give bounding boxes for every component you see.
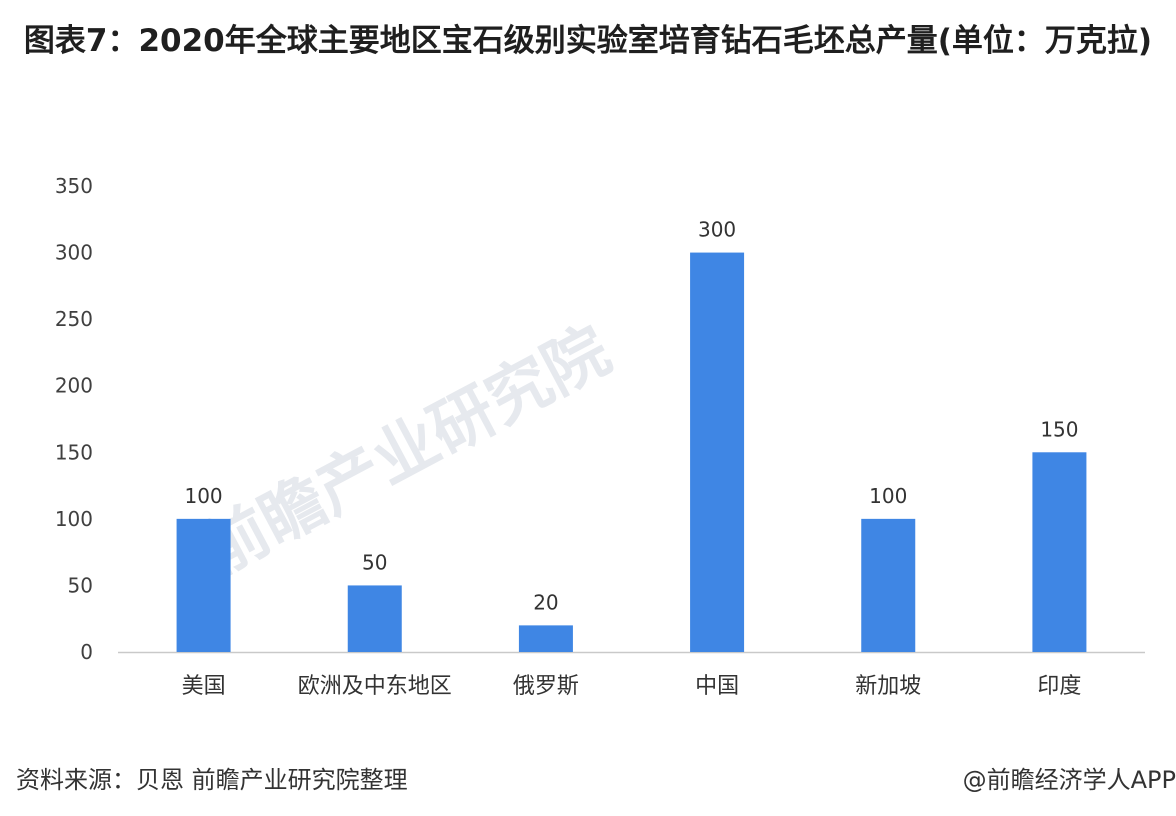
x-tick-label: 印度 xyxy=(1037,674,1081,699)
x-tick-label: 欧洲及中东地区 xyxy=(298,674,452,699)
y-tick-label: 350 xyxy=(55,174,93,198)
bar xyxy=(347,585,402,652)
source-note: 资料来源：贝恩 前瞻产业研究院整理 xyxy=(16,766,408,794)
y-tick-label: 300 xyxy=(55,241,93,265)
x-tick-label: 美国 xyxy=(182,674,226,699)
data-label: 50 xyxy=(362,550,387,574)
bar xyxy=(518,625,573,652)
bar xyxy=(690,252,745,653)
data-label: 100 xyxy=(869,484,907,508)
x-tick-label: 新加坡 xyxy=(855,674,921,699)
y-tick-label: 150 xyxy=(55,440,93,464)
x-tick-label: 俄罗斯 xyxy=(513,674,579,699)
bar xyxy=(861,518,916,652)
chart-title: 图表7：2020年全球主要地区宝石级别实验室培育钻石毛坯总产量(单位：万克拉) xyxy=(23,23,1153,59)
brand-note: @前瞻经济学人APP xyxy=(962,766,1176,794)
data-label: 100 xyxy=(184,484,222,508)
y-tick-label: 100 xyxy=(55,507,93,531)
x-tick-label: 中国 xyxy=(695,674,739,699)
data-label: 300 xyxy=(698,218,736,242)
data-label: 150 xyxy=(1040,417,1078,441)
y-tick-label: 50 xyxy=(68,573,93,597)
y-tick-label: 0 xyxy=(80,640,93,664)
bar xyxy=(176,518,231,652)
data-label: 20 xyxy=(533,590,558,614)
y-tick-label: 200 xyxy=(55,374,93,398)
y-tick-label: 250 xyxy=(55,307,93,331)
bar xyxy=(1032,452,1087,652)
